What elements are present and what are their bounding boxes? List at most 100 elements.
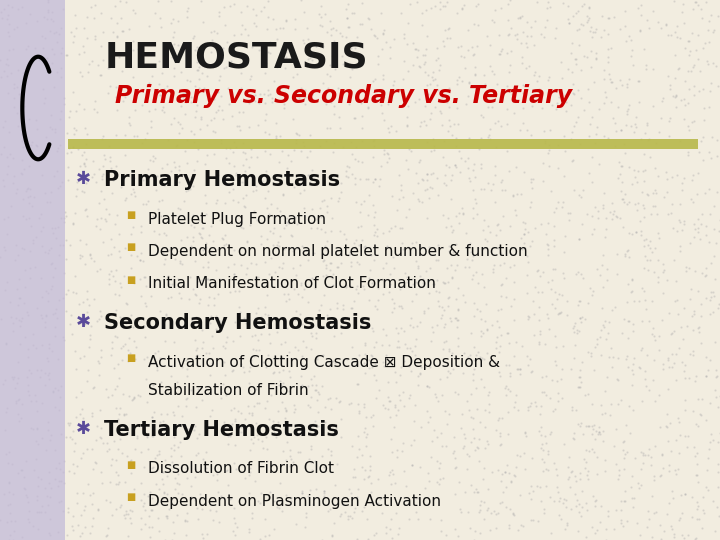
Point — [300, 363, 312, 372]
Point — [321, 310, 333, 319]
Point — [42, 356, 54, 365]
Point — [707, 28, 719, 37]
Point — [516, 245, 528, 254]
Point — [120, 299, 132, 308]
Point — [308, 41, 320, 50]
Point — [76, 150, 88, 159]
Point — [311, 224, 323, 232]
Point — [525, 399, 536, 408]
Point — [299, 100, 310, 109]
Point — [390, 323, 402, 332]
Point — [109, 2, 121, 11]
Point — [382, 393, 393, 401]
Point — [276, 507, 288, 516]
Point — [687, 171, 698, 180]
Point — [590, 427, 602, 436]
Point — [274, 377, 286, 386]
Point — [487, 17, 499, 26]
Point — [444, 115, 455, 124]
Point — [55, 73, 67, 82]
Point — [210, 380, 221, 388]
Point — [369, 174, 380, 183]
Point — [69, 347, 81, 355]
Point — [446, 171, 458, 179]
Point — [462, 255, 473, 264]
Point — [228, 459, 240, 468]
Point — [284, 372, 295, 381]
Point — [199, 84, 210, 93]
Point — [204, 505, 215, 514]
Point — [515, 451, 526, 460]
Point — [287, 247, 299, 255]
Point — [103, 280, 114, 288]
Point — [581, 499, 593, 508]
Point — [148, 157, 159, 166]
Point — [367, 422, 379, 430]
Point — [106, 235, 117, 244]
Point — [394, 370, 405, 379]
Point — [495, 178, 506, 187]
Point — [556, 73, 567, 82]
Point — [600, 213, 612, 222]
Point — [321, 70, 333, 78]
Point — [190, 351, 202, 360]
Point — [556, 58, 567, 66]
Point — [569, 319, 580, 328]
Point — [228, 403, 239, 412]
Point — [312, 355, 323, 363]
Point — [2, 213, 14, 221]
Point — [645, 210, 657, 218]
Point — [24, 192, 36, 200]
Point — [15, 169, 27, 178]
Point — [220, 391, 232, 400]
Point — [36, 32, 48, 40]
Point — [662, 71, 673, 80]
Point — [401, 343, 413, 352]
Point — [43, 340, 55, 348]
Point — [624, 401, 635, 410]
Point — [603, 507, 614, 516]
Point — [533, 316, 544, 325]
Point — [421, 176, 433, 185]
Point — [251, 215, 263, 224]
Point — [697, 44, 708, 53]
Point — [701, 231, 712, 239]
Point — [559, 525, 571, 534]
Point — [415, 117, 426, 126]
Point — [481, 437, 492, 445]
Point — [386, 515, 397, 523]
Point — [188, 285, 199, 293]
Point — [621, 517, 633, 525]
Point — [395, 9, 407, 17]
Point — [58, 336, 70, 345]
Point — [353, 288, 364, 297]
Point — [304, 178, 315, 186]
Point — [139, 299, 150, 308]
Point — [364, 472, 375, 481]
Point — [112, 18, 123, 27]
Point — [117, 27, 128, 36]
Point — [363, 296, 374, 305]
Point — [644, 24, 655, 32]
Point — [159, 535, 171, 540]
Point — [66, 147, 77, 156]
Point — [178, 91, 189, 100]
Point — [319, 228, 330, 237]
Point — [488, 70, 500, 78]
Point — [518, 219, 530, 227]
Point — [582, 132, 594, 140]
Point — [24, 390, 35, 399]
Point — [644, 244, 655, 252]
Point — [576, 2, 588, 11]
Point — [450, 211, 462, 220]
Point — [211, 196, 222, 205]
Point — [572, 329, 583, 338]
Point — [22, 387, 34, 396]
Point — [526, 237, 538, 245]
Point — [205, 116, 217, 124]
Point — [210, 107, 221, 116]
Point — [361, 429, 372, 438]
Point — [559, 274, 570, 282]
Point — [494, 429, 505, 437]
Point — [0, 67, 10, 76]
